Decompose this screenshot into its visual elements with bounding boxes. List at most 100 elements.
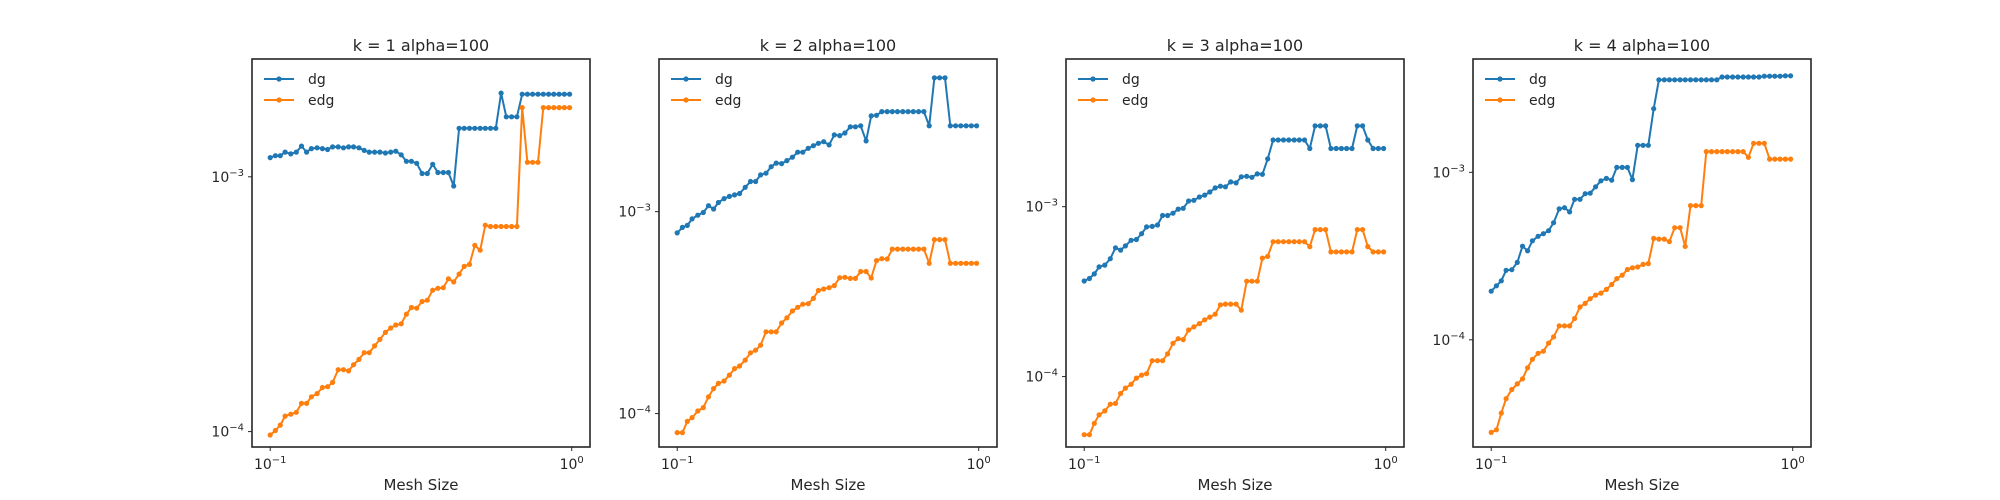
data-point-dg [1107, 256, 1113, 262]
data-point-edg [721, 378, 727, 384]
data-point-edg [509, 223, 515, 230]
data-point-edg [556, 105, 562, 111]
data-point-dg [1546, 228, 1552, 234]
data-point-edg [700, 405, 706, 411]
data-point-edg [1651, 235, 1657, 241]
data-point-edg [535, 159, 541, 165]
data-point-dg [958, 123, 964, 129]
data-point-edg [1645, 261, 1651, 267]
data-point-edg [1107, 401, 1113, 407]
x-tick-label: 10−1 [1068, 455, 1101, 473]
data-point-dg [889, 109, 895, 115]
data-point-dg [1687, 77, 1694, 83]
data-point-dg [551, 91, 557, 97]
data-point-edg [889, 246, 895, 252]
data-point-dg [498, 90, 504, 96]
data-point-dg [1081, 278, 1087, 284]
data-point-edg [1719, 149, 1725, 155]
data-point-dg [1349, 145, 1355, 152]
data-point-edg [304, 400, 310, 406]
data-point-edg [356, 356, 362, 362]
plot-frame [658, 58, 998, 448]
data-point-dg [1708, 77, 1715, 83]
data-point-dg [366, 149, 372, 155]
data-point-dg [1370, 145, 1376, 152]
data-point-edg [963, 260, 969, 266]
chart-title: k = 2 alpha=100 [760, 36, 896, 55]
data-point-edg [1086, 432, 1092, 438]
data-point-edg [414, 305, 420, 311]
data-point-edg [1196, 321, 1202, 327]
data-point-dg [1735, 74, 1741, 80]
data-point-dg [1603, 175, 1609, 181]
data-point-dg [1614, 164, 1620, 170]
data-point-edg [1244, 278, 1250, 284]
y-tick-label: 10−4 [211, 423, 244, 441]
data-point-dg [1312, 123, 1318, 129]
data-point-edg [1270, 239, 1276, 245]
data-point-edg [1296, 239, 1302, 245]
data-point-edg [361, 350, 367, 356]
data-point-dg [1666, 77, 1672, 83]
data-point-edg [1186, 327, 1192, 333]
data-point-edg [768, 329, 774, 335]
data-point-edg [689, 415, 695, 421]
data-point-edg [1191, 324, 1197, 330]
data-point-dg [298, 143, 305, 149]
data-point-edg [1656, 236, 1662, 242]
data-point-edg [1307, 244, 1313, 250]
data-point-edg [1672, 225, 1678, 231]
data-point-dg [1556, 206, 1562, 212]
data-point-dg [1609, 177, 1615, 183]
data-point-dg [1745, 74, 1751, 80]
data-point-edg [795, 304, 801, 310]
data-point-dg [974, 123, 980, 129]
data-point-edg [1751, 140, 1757, 146]
data-point-edg [1682, 243, 1688, 249]
data-point-edg [826, 285, 832, 291]
data-point-edg [1349, 249, 1355, 255]
data-point-edg [1375, 249, 1381, 255]
data-point-edg [1509, 386, 1515, 393]
x-tick-label: 100 [560, 455, 584, 473]
data-point-dg [561, 91, 567, 97]
data-point-dg [747, 178, 754, 185]
data-point-dg [963, 123, 969, 129]
data-point-dg [689, 216, 695, 222]
data-point-edg [953, 260, 959, 266]
y-tick-label: 10−4 [618, 405, 651, 423]
data-point-dg [1519, 243, 1526, 249]
data-point-dg [1202, 192, 1208, 198]
data-point-edg [293, 409, 299, 415]
data-point-dg [784, 158, 790, 164]
data-point-dg [1323, 123, 1329, 129]
data-point-edg [779, 320, 785, 326]
data-point-edg [1740, 149, 1746, 155]
data-point-dg [503, 114, 509, 120]
data-point-dg [1165, 212, 1171, 219]
series-line-dg [1083, 124, 1384, 282]
data-point-edg [530, 159, 536, 165]
data-point-dg [267, 155, 273, 161]
data-point-edg [858, 268, 864, 275]
data-point-edg [715, 380, 722, 386]
data-point-dg [1328, 145, 1334, 152]
data-point-edg [1154, 358, 1161, 364]
data-point-dg [1222, 184, 1228, 190]
data-point-dg [393, 148, 399, 154]
data-point-edg [1666, 239, 1672, 245]
data-point-edg [695, 408, 701, 414]
x-tick-label: 10−1 [1475, 455, 1508, 473]
x-axis-label: Mesh Size [1197, 476, 1272, 494]
data-point-dg [445, 169, 451, 176]
data-point-edg [1593, 292, 1599, 298]
data-point-dg [482, 125, 488, 131]
data-point-edg [540, 105, 546, 111]
data-point-dg [674, 230, 680, 236]
data-point-dg [705, 203, 712, 209]
data-point-edg [884, 256, 890, 262]
data-point-dg [1498, 278, 1504, 284]
data-point-edg [1556, 323, 1562, 329]
data-point-edg [1529, 356, 1535, 362]
data-point-edg [837, 275, 843, 281]
